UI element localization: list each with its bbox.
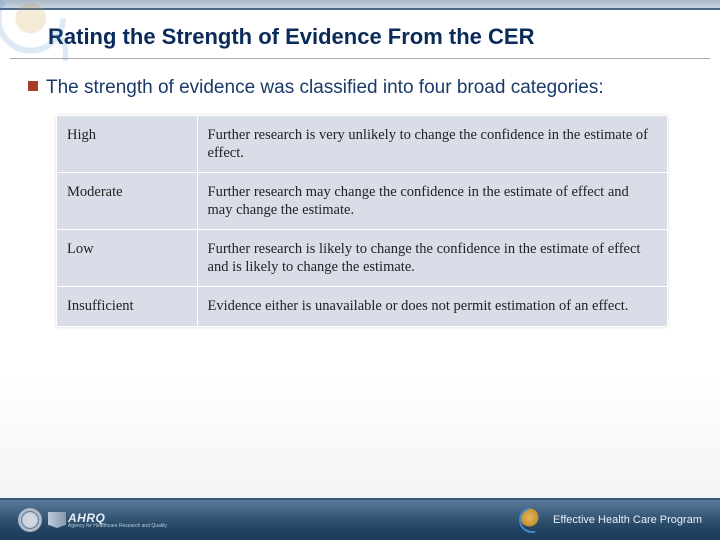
evidence-table: High Further research is very unlikely t… [56,115,668,327]
definition-cell: Further research is very unlikely to cha… [197,115,667,172]
watermark-swirl-icon [0,0,80,65]
table-row: High Further research is very unlikely t… [57,115,668,172]
category-cell: Insufficient [57,287,198,326]
header-accent-bar [0,0,720,10]
category-cell: Moderate [57,172,198,229]
definition-cell: Evidence either is unavailable or does n… [197,287,667,326]
table-row: Low Further research is likely to change… [57,230,668,287]
footer-right-logo: Effective Health Care Program [519,507,702,533]
ahrq-full-name: Agency for Healthcare Research and Quali… [68,524,167,529]
slide-title: Rating the Strength of Evidence From the… [10,10,710,59]
footer-bar: AHRQ Agency for Healthcare Research and … [0,498,720,540]
lead-text: The strength of evidence was classified … [46,75,604,101]
lead-paragraph: The strength of evidence was classified … [0,59,720,115]
square-bullet-icon [28,81,38,91]
table-row: Insufficient Evidence either is unavaila… [57,287,668,326]
definition-cell: Further research may change the confiden… [197,172,667,229]
evidence-table-container: High Further research is very unlikely t… [0,115,720,327]
category-cell: Low [57,230,198,287]
table-row: Moderate Further research may change the… [57,172,668,229]
footer-left-logos: AHRQ Agency for Healthcare Research and … [18,508,167,532]
ehc-program-name: Effective Health Care Program [553,514,702,526]
definition-cell: Further research is likely to change the… [197,230,667,287]
ahrq-acronym: AHRQ [68,512,167,524]
ahrq-shield-icon [48,512,66,528]
ahrq-logo: AHRQ Agency for Healthcare Research and … [48,512,167,529]
ehc-swirl-icon [519,507,545,533]
category-cell: High [57,115,198,172]
hhs-seal-icon [18,508,42,532]
